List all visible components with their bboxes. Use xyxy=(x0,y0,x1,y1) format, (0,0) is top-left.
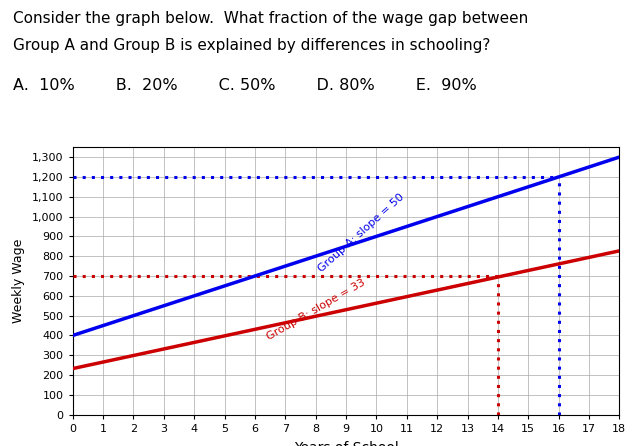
Text: A.  10%        B.  20%        C. 50%        D. 80%        E.  90%: A. 10% B. 20% C. 50% D. 80% E. 90% xyxy=(13,78,477,93)
Text: Group A and Group B is explained by differences in schooling?: Group A and Group B is explained by diff… xyxy=(13,38,490,53)
Y-axis label: Weekly Wage: Weekly Wage xyxy=(12,239,25,323)
Text: Group A: slope = 50: Group A: slope = 50 xyxy=(317,191,406,273)
Text: Group B: slope = 33: Group B: slope = 33 xyxy=(265,277,367,342)
X-axis label: Years of School: Years of School xyxy=(294,441,398,446)
Text: Consider the graph below.  What fraction of the wage gap between: Consider the graph below. What fraction … xyxy=(13,11,528,26)
